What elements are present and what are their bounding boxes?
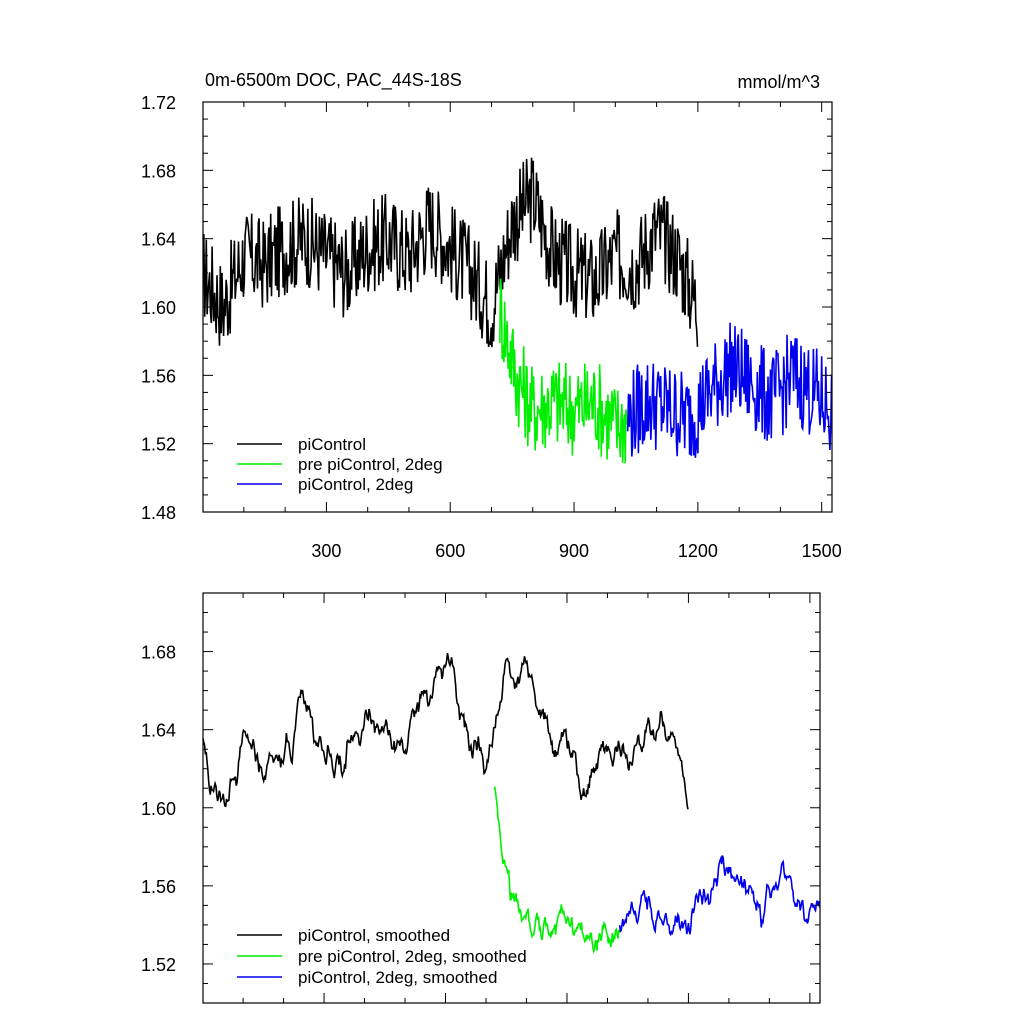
bottom-panel: 1.52 1.56 1.60 1.64 1.68 piControl, smoothed p… [141, 592, 821, 1004]
x-tick-label: 1500 [802, 541, 842, 561]
x-tick-label: 600 [435, 541, 465, 561]
series-line-pre-picontrol-2deg-smoothed [493, 785, 621, 954]
legend-label-picontrol-2deg-smoothed: piControl, 2deg, smoothed [298, 968, 497, 987]
series-line-pre-picontrol-2deg [499, 278, 629, 464]
y-tick-label: 1.64 [141, 721, 176, 741]
y-tick-label: 1.68 [141, 643, 176, 663]
y-tick-label: 1.56 [141, 877, 176, 897]
y-tick-label: 1.60 [141, 799, 176, 819]
y-tick-label: 1.72 [141, 93, 176, 113]
legend-label-picontrol-smoothed: piControl, smoothed [298, 926, 450, 945]
x-tick-label: 300 [311, 541, 341, 561]
legend-label-picontrol: piControl [298, 435, 366, 454]
x-tick-label: 900 [559, 541, 589, 561]
legend-label-pre-picontrol-2deg: pre piControl, 2deg [298, 455, 443, 474]
plot-frame [202, 592, 821, 1004]
series-line-picontrol-2deg [626, 322, 833, 458]
x-tick-label: 1200 [678, 541, 718, 561]
top-panel: 0m-6500m DOC, PAC_44S-18S mmol/m^3 1.48 1… [141, 70, 842, 561]
y-tick-label: 1.60 [141, 298, 176, 318]
top-panel-title: 0m-6500m DOC, PAC_44S-18S [205, 70, 462, 91]
series-line-picontrol-2deg-smoothed [618, 855, 821, 937]
top-panel-units: mmol/m^3 [738, 72, 820, 92]
y-tick-label: 1.64 [141, 230, 176, 250]
legend-label-pre-picontrol-2deg-smoothed: pre piControl, 2deg, smoothed [298, 947, 527, 966]
y-tick-label: 1.68 [141, 161, 176, 181]
series-line-picontrol-smoothed [202, 652, 689, 810]
series-line-picontrol [202, 157, 699, 348]
y-tick-label: 1.48 [141, 503, 176, 523]
y-tick-label: 1.56 [141, 366, 176, 386]
y-tick-label: 1.52 [141, 955, 176, 975]
y-tick-label: 1.52 [141, 435, 176, 455]
legend-label-picontrol-2deg: piControl, 2deg [298, 475, 413, 494]
